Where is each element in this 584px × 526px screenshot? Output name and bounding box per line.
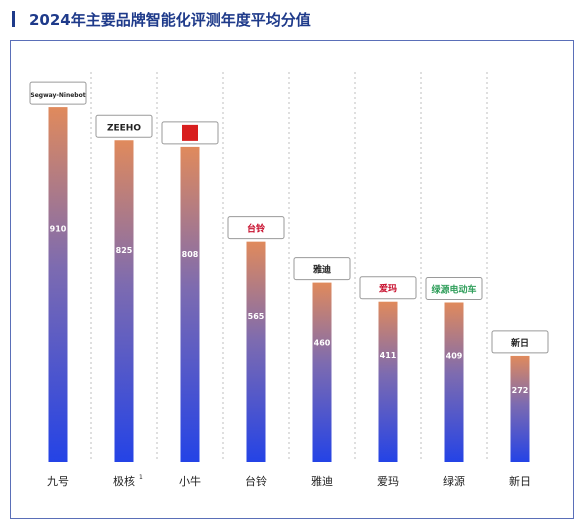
tick-label: 爱玛 bbox=[377, 475, 399, 488]
tick-label: 绿源 bbox=[443, 474, 465, 488]
brand-logo-box bbox=[29, 81, 87, 105]
brand-logo-box bbox=[491, 330, 549, 354]
tick-label-superscript: 1 bbox=[139, 474, 143, 481]
brand-logo-icon bbox=[182, 124, 198, 141]
data-label: 565 bbox=[248, 312, 265, 321]
bar bbox=[114, 140, 134, 462]
bar bbox=[180, 146, 200, 462]
brand-logo-box bbox=[227, 216, 285, 240]
data-label: 272 bbox=[512, 386, 529, 395]
brand-logo: 爱玛 bbox=[379, 283, 397, 295]
bar bbox=[246, 241, 266, 462]
brand-logo: 雅迪 bbox=[312, 264, 331, 276]
data-label: 460 bbox=[314, 338, 331, 347]
bar bbox=[48, 107, 68, 462]
tick-label: 小牛 bbox=[179, 474, 201, 488]
brand-logo-box bbox=[425, 276, 483, 300]
bar bbox=[444, 302, 464, 462]
tick-label: 雅迪 bbox=[311, 474, 333, 488]
tick-label: 极核 bbox=[113, 474, 135, 488]
brand-logo: Segway-Ninebot bbox=[30, 92, 85, 99]
bar bbox=[312, 282, 332, 462]
data-label: 910 bbox=[50, 224, 67, 233]
brand-logo-box bbox=[95, 114, 153, 138]
bar bbox=[378, 301, 398, 462]
chart-frame bbox=[10, 40, 574, 519]
brand-logo: 绿源电动车 bbox=[431, 283, 476, 295]
data-label: 411 bbox=[380, 351, 397, 360]
brand-logo-box bbox=[293, 257, 351, 281]
data-label: 409 bbox=[446, 351, 463, 360]
brand-logo: 新日 bbox=[511, 337, 529, 349]
bar bbox=[510, 355, 530, 462]
chart-title: 2024年主要品牌智能化评测年度平均分值 bbox=[29, 10, 311, 29]
tick-label: 新日 bbox=[509, 474, 531, 488]
tick-label: 台铃 bbox=[245, 474, 267, 488]
title-accent-bar bbox=[12, 11, 15, 27]
brand-logo: 台铃 bbox=[247, 223, 266, 235]
tick-label: 九号 bbox=[47, 475, 69, 488]
data-label: 808 bbox=[182, 250, 199, 259]
brand-logo: ZEEHO bbox=[107, 123, 141, 133]
brand-logo-box bbox=[359, 276, 417, 300]
title-bar: 2024年主要品牌智能化评测年度平均分值 bbox=[12, 8, 311, 30]
data-label: 825 bbox=[116, 246, 133, 255]
